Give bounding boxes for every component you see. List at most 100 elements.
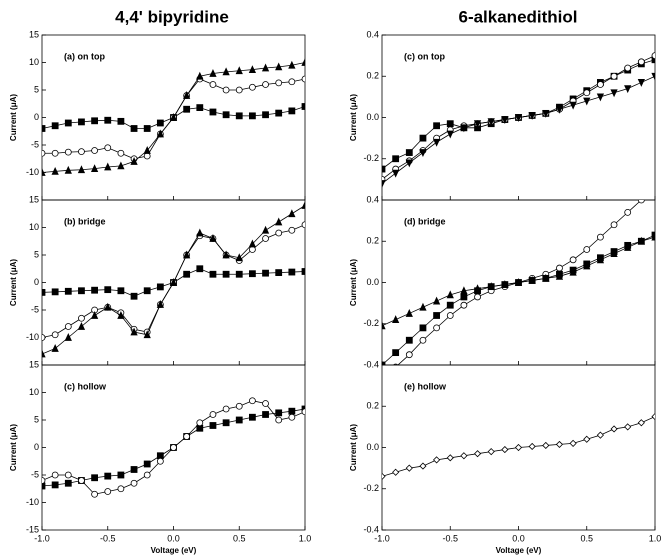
marker bbox=[288, 268, 296, 276]
marker bbox=[556, 264, 563, 272]
marker bbox=[301, 201, 305, 209]
marker bbox=[51, 166, 59, 175]
marker bbox=[78, 118, 85, 126]
plot-area bbox=[42, 58, 305, 176]
marker bbox=[196, 265, 204, 273]
marker bbox=[77, 165, 86, 174]
y-tick-label: -0.4 bbox=[363, 359, 379, 369]
marker bbox=[91, 117, 98, 125]
marker bbox=[42, 149, 46, 157]
marker bbox=[64, 165, 72, 174]
y-tick-label: -15 bbox=[26, 524, 39, 534]
marker bbox=[610, 425, 618, 433]
marker bbox=[156, 129, 164, 138]
plot-area bbox=[382, 412, 655, 480]
marker bbox=[64, 471, 72, 479]
marker bbox=[235, 253, 243, 262]
marker bbox=[301, 408, 305, 416]
marker bbox=[419, 324, 427, 332]
y-tick-label: -10 bbox=[26, 332, 39, 342]
marker bbox=[514, 114, 523, 122]
y-tick-label: -5 bbox=[31, 304, 39, 314]
marker bbox=[596, 93, 605, 102]
marker bbox=[301, 75, 305, 83]
plot-area bbox=[42, 201, 305, 358]
marker bbox=[78, 148, 85, 156]
marker bbox=[432, 296, 441, 305]
marker bbox=[130, 157, 138, 165]
marker bbox=[117, 117, 125, 125]
marker bbox=[610, 221, 618, 229]
marker bbox=[405, 336, 413, 344]
marker bbox=[419, 134, 427, 142]
marker bbox=[301, 58, 305, 66]
marker bbox=[248, 397, 256, 405]
marker bbox=[64, 148, 72, 156]
panel-label: (c) on top bbox=[404, 51, 445, 61]
marker bbox=[301, 268, 305, 275]
y-tick-label: -5 bbox=[31, 469, 39, 479]
y-tick-label: -0.2 bbox=[363, 483, 379, 493]
marker bbox=[222, 250, 230, 259]
marker bbox=[117, 485, 125, 493]
marker bbox=[487, 282, 495, 291]
marker bbox=[262, 235, 269, 242]
marker bbox=[446, 290, 454, 299]
marker bbox=[555, 271, 564, 280]
marker bbox=[222, 405, 230, 413]
panel-label: (c) hollow bbox=[64, 381, 107, 391]
y-tick-label: 0.0 bbox=[366, 112, 379, 122]
marker bbox=[542, 273, 550, 282]
marker bbox=[382, 472, 386, 480]
marker bbox=[130, 125, 138, 132]
marker bbox=[651, 231, 655, 239]
marker bbox=[419, 149, 427, 158]
marker bbox=[473, 120, 482, 129]
marker bbox=[610, 249, 618, 258]
panel-label: (d) bridge bbox=[404, 216, 446, 226]
marker bbox=[392, 468, 400, 476]
y-tick-label: -0.4 bbox=[363, 524, 379, 534]
marker bbox=[248, 83, 256, 91]
x-axis-label: Voltage (eV) bbox=[151, 546, 197, 555]
y-tick-label: 5 bbox=[34, 84, 39, 94]
marker bbox=[460, 452, 468, 460]
marker bbox=[209, 81, 217, 88]
marker bbox=[209, 234, 217, 242]
marker bbox=[51, 149, 59, 157]
marker bbox=[637, 58, 645, 66]
y-tick-label: 15 bbox=[29, 359, 39, 369]
marker bbox=[42, 477, 46, 484]
marker bbox=[262, 81, 269, 88]
marker bbox=[528, 112, 536, 120]
marker bbox=[42, 168, 46, 176]
marker bbox=[209, 422, 217, 429]
marker bbox=[446, 312, 454, 319]
marker bbox=[569, 439, 577, 447]
marker bbox=[196, 104, 204, 111]
y-tick-label: 0.0 bbox=[366, 442, 379, 452]
marker bbox=[183, 91, 191, 99]
marker bbox=[248, 270, 256, 278]
marker bbox=[169, 278, 178, 286]
marker bbox=[433, 324, 441, 332]
marker bbox=[91, 474, 98, 482]
marker bbox=[183, 250, 191, 259]
marker bbox=[275, 416, 283, 424]
marker bbox=[169, 113, 178, 121]
marker bbox=[222, 86, 230, 94]
marker bbox=[596, 431, 604, 439]
marker bbox=[130, 327, 138, 336]
marker bbox=[104, 302, 112, 311]
marker bbox=[235, 270, 243, 278]
marker bbox=[637, 200, 645, 204]
marker bbox=[222, 67, 230, 76]
marker bbox=[501, 445, 509, 454]
y-axis-label: Current (μA) bbox=[9, 94, 18, 141]
y-tick-label: 0.4 bbox=[366, 29, 379, 39]
marker bbox=[382, 321, 386, 330]
marker bbox=[275, 109, 283, 117]
marker bbox=[528, 275, 536, 284]
marker bbox=[555, 440, 564, 448]
marker bbox=[235, 112, 243, 120]
